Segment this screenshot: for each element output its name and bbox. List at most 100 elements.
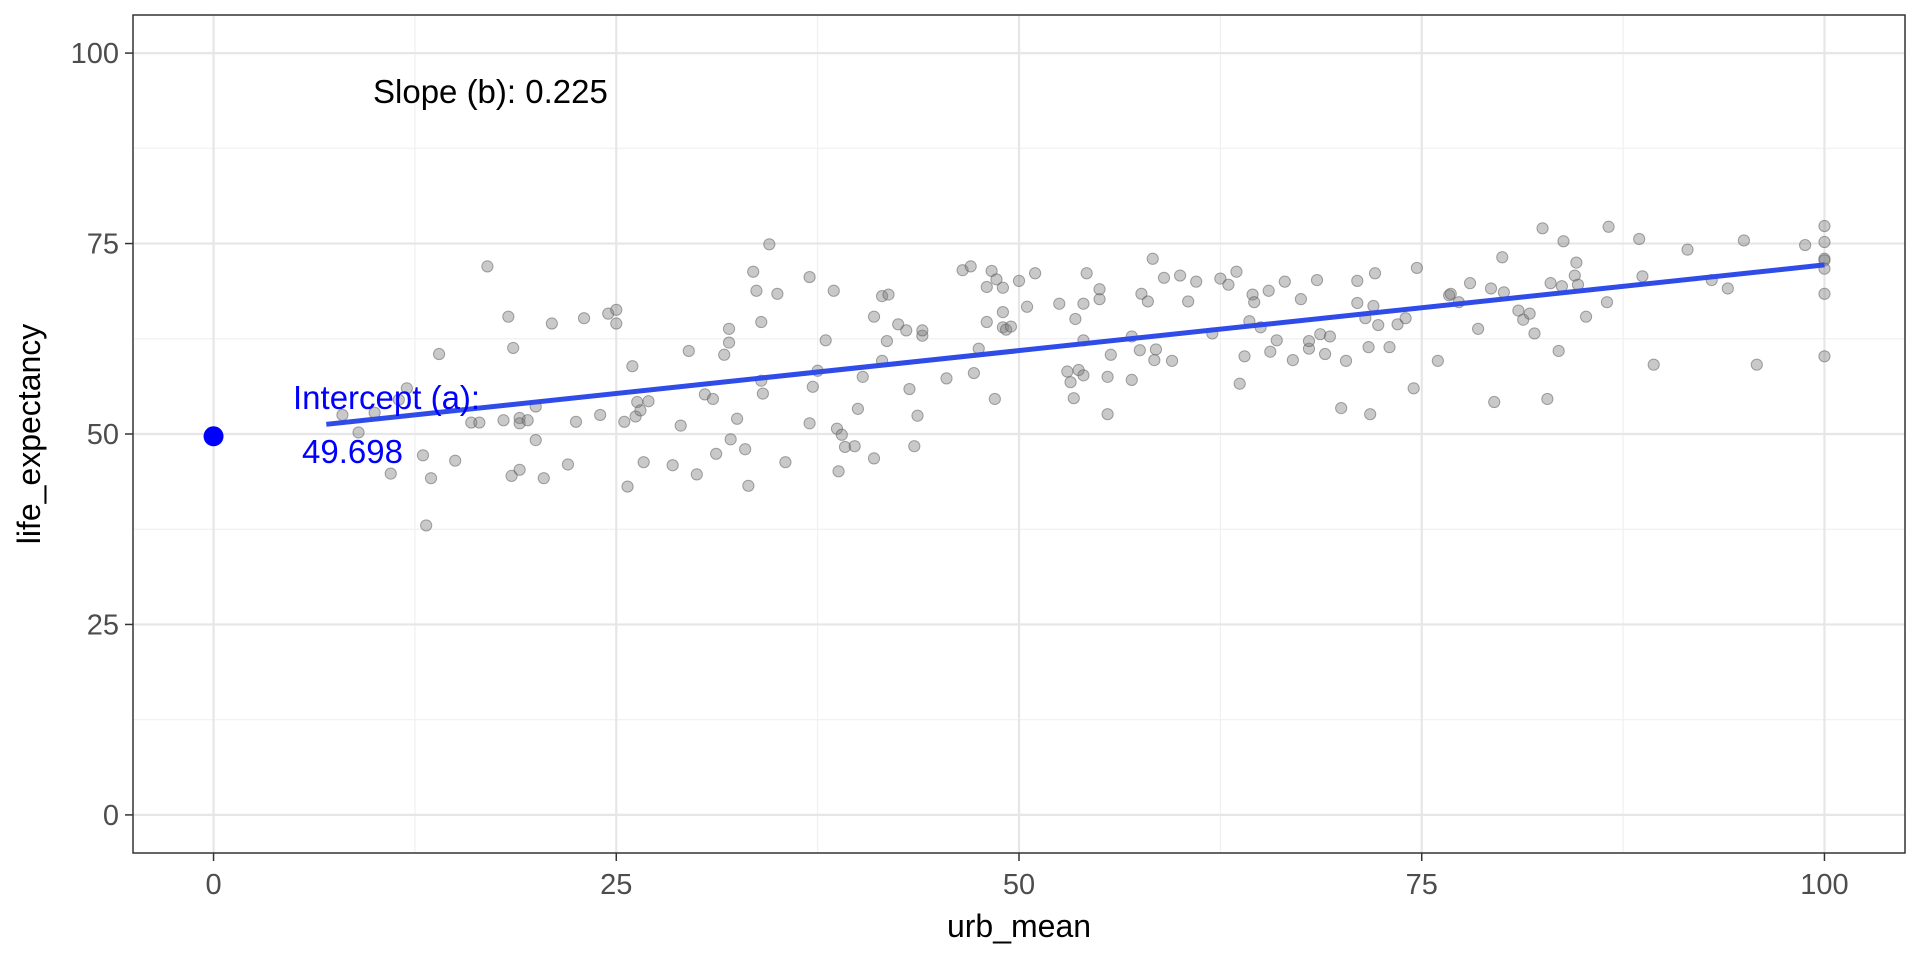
data-point (537, 472, 550, 485)
data-point (838, 440, 852, 454)
data-point (1067, 392, 1080, 405)
data-point (1246, 288, 1259, 301)
data-point (424, 472, 438, 485)
data-point (634, 404, 647, 417)
data-point (803, 270, 816, 284)
data-point (497, 414, 510, 427)
data-point (569, 415, 583, 428)
x-axis-title: urb_mean (947, 908, 1091, 944)
data-point (1536, 222, 1549, 235)
data-point (1080, 267, 1093, 280)
data-point (432, 347, 446, 361)
data-point (1818, 235, 1831, 249)
data-point (666, 459, 679, 472)
data-point (1362, 341, 1375, 354)
data-point (1737, 234, 1751, 247)
data-point (1233, 377, 1246, 390)
y-tick-label: 75 (87, 229, 119, 261)
data-point (1149, 343, 1163, 356)
data-point (1077, 369, 1090, 382)
data-point (610, 303, 623, 316)
data-point (980, 280, 993, 294)
data-point (1125, 373, 1138, 387)
data-point (1314, 328, 1327, 341)
data-point (1146, 252, 1159, 265)
data-point (1141, 295, 1154, 308)
intercept-point (203, 426, 224, 447)
intercept-annotation-value: 49.698 (302, 433, 403, 470)
data-point (964, 260, 977, 273)
data-point (1064, 376, 1077, 389)
data-point (1570, 256, 1583, 269)
data-point (916, 324, 929, 337)
data-point (771, 287, 784, 300)
data-point (1496, 251, 1509, 264)
data-point (882, 288, 895, 301)
data-point (1173, 269, 1187, 282)
data-point (505, 469, 518, 482)
data-point (1647, 358, 1660, 371)
data-point (718, 348, 731, 361)
data-point (755, 315, 768, 329)
data-point (1351, 274, 1364, 287)
y-tick-label: 0 (103, 800, 119, 832)
data-point (827, 284, 840, 297)
data-point (835, 428, 848, 441)
data-point (1190, 275, 1203, 288)
data-point (856, 370, 869, 383)
data-point (1069, 312, 1082, 326)
x-tick-label: 100 (1800, 869, 1848, 901)
data-point (507, 341, 520, 355)
data-point (903, 382, 916, 396)
y-axis-title: life_expectancy (11, 324, 47, 545)
data-point (911, 409, 924, 422)
data-point (1214, 272, 1227, 285)
data-point (1230, 265, 1243, 278)
data-point (1681, 243, 1694, 256)
data-point (1517, 313, 1530, 326)
data-point (1310, 274, 1324, 287)
data-point (803, 417, 816, 430)
data-point (674, 419, 687, 432)
data-point (1262, 284, 1275, 297)
data-point (722, 336, 736, 349)
y-tick-label: 25 (87, 609, 119, 641)
data-point (1488, 395, 1501, 409)
data-point (1093, 283, 1106, 296)
data-point (830, 422, 844, 435)
data-point (1368, 267, 1382, 280)
data-point (384, 467, 397, 480)
data-point (1391, 318, 1404, 331)
data-point (1004, 320, 1018, 333)
data-point (416, 449, 430, 462)
data-point (1157, 271, 1171, 284)
data-point (1799, 238, 1812, 252)
data-point (710, 447, 723, 460)
data-point (1222, 278, 1235, 291)
data-point (1633, 232, 1646, 246)
data-point (1061, 365, 1074, 378)
data-point (1077, 297, 1090, 310)
data-point (996, 281, 1009, 294)
data-point (1148, 354, 1161, 367)
data-point (1323, 330, 1337, 343)
data-point (577, 312, 591, 325)
grid-major (133, 15, 1905, 853)
data-point (1472, 322, 1485, 335)
data-point (637, 456, 650, 469)
y-tick-label: 50 (87, 419, 119, 451)
data-point (848, 440, 861, 453)
data-point (1444, 287, 1457, 300)
data-point (1818, 219, 1831, 233)
data-point (1364, 408, 1377, 421)
data-point (1523, 307, 1536, 320)
data-point (980, 315, 993, 329)
data-point (722, 322, 736, 335)
data-point (880, 334, 894, 348)
data-point (1278, 275, 1291, 288)
data-point (747, 265, 760, 278)
data-point (1182, 295, 1195, 308)
data-point (610, 317, 623, 330)
data-point (1302, 334, 1316, 348)
